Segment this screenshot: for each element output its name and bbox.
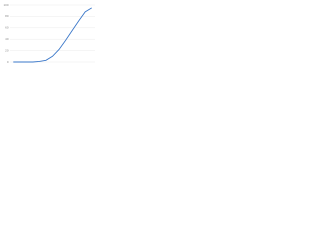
y-tick-label: 80: [5, 14, 9, 18]
y-tick-label: 60: [5, 26, 9, 30]
y-tick-label: 0: [7, 60, 9, 64]
y-tick-label: 20: [5, 48, 9, 52]
y-tick-label: 100: [3, 3, 8, 7]
chart: 0 20 40 60 80 100: [3, 3, 95, 64]
y-tick-label: 40: [5, 37, 9, 41]
line: [13, 7, 92, 63]
